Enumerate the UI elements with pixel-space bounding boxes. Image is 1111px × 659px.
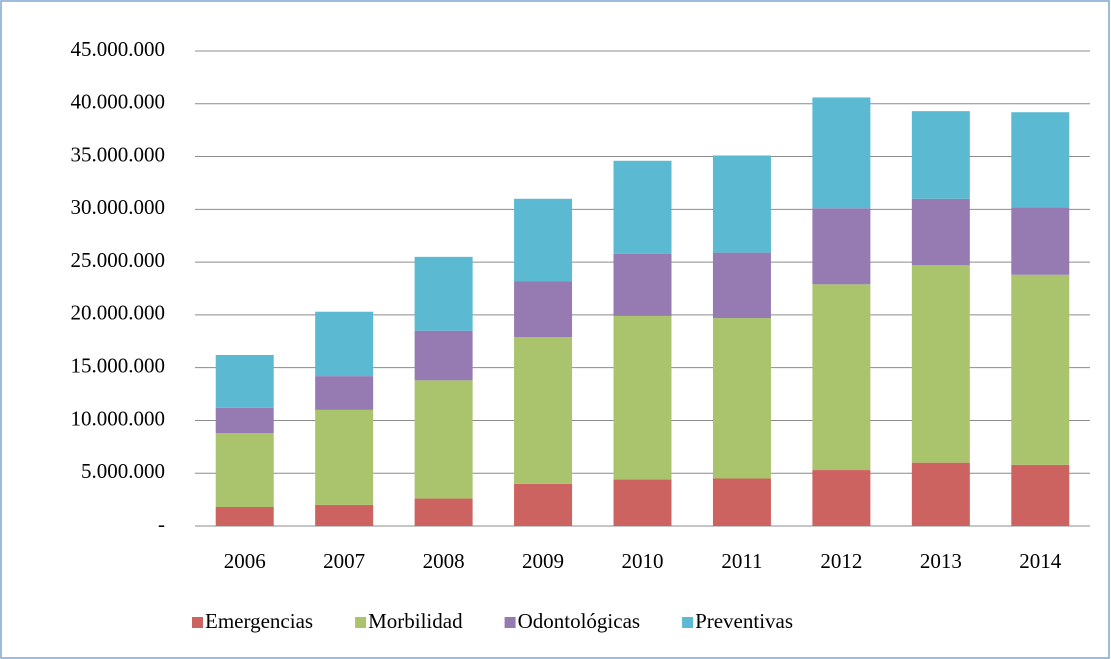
bar-segment xyxy=(712,252,771,319)
bar-segment xyxy=(812,284,871,471)
legend-label: Odontológicas xyxy=(518,609,640,633)
x-tick-label: 2010 xyxy=(622,549,664,573)
x-tick-label: 2007 xyxy=(323,549,365,573)
bar-segment xyxy=(812,208,871,285)
legend-swatch xyxy=(504,617,516,628)
x-tick-label: 2006 xyxy=(224,549,266,573)
bar-segment xyxy=(315,409,374,505)
bar-segment xyxy=(414,498,473,526)
bar-segment xyxy=(613,315,672,480)
bar-segment xyxy=(315,376,374,410)
bar-segment xyxy=(613,160,672,254)
bar-segment xyxy=(215,507,274,526)
bar-segment xyxy=(1011,112,1070,208)
bar-segment xyxy=(911,462,970,526)
bar-segment xyxy=(414,256,473,331)
bar-segment xyxy=(712,478,771,526)
bar-segment xyxy=(911,265,970,463)
y-tick-label: - xyxy=(158,512,165,536)
bar-segment xyxy=(812,97,871,209)
bar-segment xyxy=(613,253,672,316)
legend-label: Emergencias xyxy=(205,609,313,633)
legend-swatch xyxy=(192,617,203,628)
y-tick-label: 20.000.000 xyxy=(71,301,166,325)
bar-segment xyxy=(911,111,970,199)
y-tick-label: 5.000.000 xyxy=(81,459,165,483)
bar-segment xyxy=(514,337,573,484)
legend-swatch xyxy=(682,617,694,628)
bar-segment xyxy=(1011,464,1070,526)
x-tick-label: 2011 xyxy=(721,549,762,573)
bar-segment xyxy=(414,380,473,499)
y-tick-label: 40.000.000 xyxy=(71,90,166,114)
bar-segment xyxy=(215,407,274,434)
bar-segment xyxy=(712,155,771,253)
legend-swatch xyxy=(355,617,367,628)
y-tick-label: 15.000.000 xyxy=(71,353,166,377)
bar-segment xyxy=(1011,207,1070,275)
bar-segment xyxy=(911,198,970,266)
bar-segment xyxy=(1011,274,1070,465)
bar-segment xyxy=(215,433,274,507)
x-tick-label: 2013 xyxy=(920,549,962,573)
bar-segment xyxy=(215,355,274,408)
y-tick-label: 45.000.000 xyxy=(71,37,166,61)
y-tick-label: 10.000.000 xyxy=(71,406,166,430)
bar-segment xyxy=(812,470,871,526)
bar-segment xyxy=(712,318,771,479)
bar-segment xyxy=(514,483,573,526)
y-tick-label: 30.000.000 xyxy=(71,195,166,219)
y-tick-label: 35.000.000 xyxy=(71,142,166,166)
x-tick-label: 2012 xyxy=(820,549,862,573)
bar-segment xyxy=(315,311,374,377)
bar-segment xyxy=(514,281,573,338)
legend-label: Morbilidad xyxy=(368,609,463,633)
x-tick-label: 2008 xyxy=(423,549,465,573)
x-tick-label: 2009 xyxy=(522,549,564,573)
bar-segment xyxy=(514,198,573,282)
bar-segment xyxy=(414,330,473,381)
bar-segment xyxy=(315,504,374,526)
x-tick-label: 2014 xyxy=(1019,549,1062,573)
legend-label: Preventivas xyxy=(695,609,793,633)
y-tick-label: 25.000.000 xyxy=(71,248,166,272)
bar-segment xyxy=(613,479,672,526)
